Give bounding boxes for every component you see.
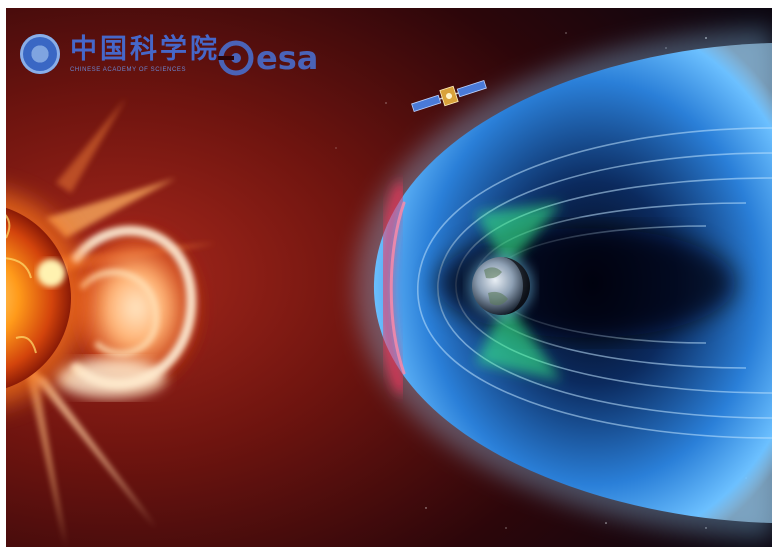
cas-logo: 中国科学院 CHINESE ACADEMY OF SCIENCES: [20, 34, 220, 74]
corona-streamers: [16, 98, 216, 547]
space-weather-illustration: [6, 8, 772, 547]
satellite-icon: [411, 79, 487, 113]
esa-mark-icon: [218, 40, 254, 76]
esa-wordmark: esa: [256, 39, 319, 77]
esa-logo: esa: [218, 40, 318, 76]
magnetosphere-icon: [355, 28, 772, 538]
sun-icon: [6, 192, 86, 404]
illustration-frame: 中国科学院 CHINESE ACADEMY OF SCIENCES esa: [6, 8, 772, 547]
cas-emblem-icon: [20, 34, 60, 74]
cas-wordmark: 中国科学院 CHINESE ACADEMY OF SCIENCES: [70, 34, 220, 74]
earth-icon: [469, 254, 533, 318]
cme-icon: [56, 220, 208, 398]
cas-name-english: CHINESE ACADEMY OF SCIENCES: [70, 67, 187, 73]
polar-cusps: [476, 203, 561, 380]
cas-name-chinese: 中国科学院: [70, 34, 220, 65]
